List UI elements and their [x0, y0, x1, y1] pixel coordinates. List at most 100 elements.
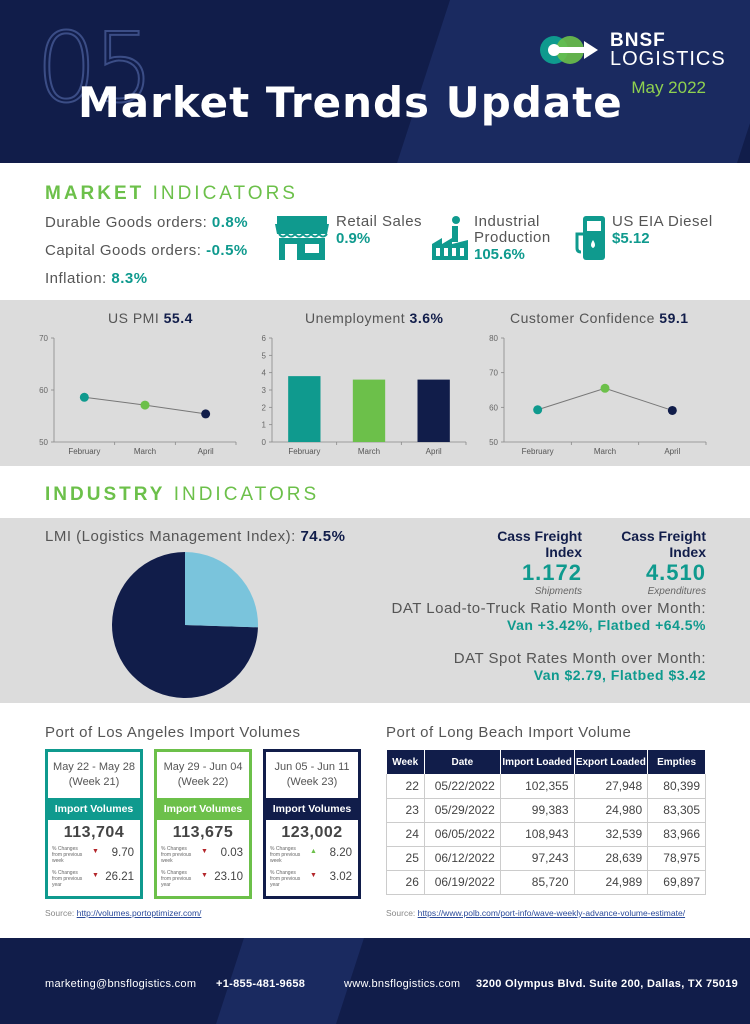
table-cell: 69,897 [647, 870, 706, 895]
table-row: 22 05/22/2022 102,355 27,948 80,399 [386, 774, 706, 799]
la-card-week-number: (Week 21) [68, 776, 120, 788]
lb-source-link[interactable]: https://www.polb.com/port-info/wave-week… [417, 908, 686, 918]
la-port-title: Port of Los Angeles Import Volumes [45, 724, 301, 741]
table-cell: 83,305 [647, 798, 706, 823]
bar [417, 379, 450, 442]
la-card-header: Import Volumes (TEU) [48, 798, 140, 837]
y-tick-label: 50 [39, 438, 48, 447]
y-tick-label: 60 [489, 403, 498, 412]
down-arrow-icon: ▼ [92, 872, 99, 879]
dat-spot: DAT Spot Rates Month over Month: Van $2.… [454, 650, 706, 683]
year-change-label: % Changes from previous year [270, 870, 301, 888]
confidence-chart-title: Customer Confidence 59.1 [510, 310, 689, 326]
la-card-week-number: (Week 22) [177, 776, 229, 788]
column-header-import: Import Loaded [500, 750, 575, 774]
table-cell: 28,639 [574, 846, 649, 871]
footer-website[interactable]: www.bnsflogistics.com [344, 978, 461, 990]
la-week-card: May 22 - May 28 (Week 21) Import Volumes … [45, 749, 143, 899]
industrial-production-label-1: Industrial [474, 213, 540, 230]
unemployment-title-label: Unemployment [305, 310, 406, 326]
logo-brand-sub: LOGISTICS [610, 48, 726, 70]
inflation-line: Inflation: 8.3% [45, 270, 148, 287]
bar [352, 379, 386, 442]
table-row: 23 05/29/2022 99,383 24,980 83,305 [386, 798, 706, 823]
table-cell: 27,948 [574, 774, 649, 799]
x-tick-label: April [426, 447, 442, 456]
la-card-header: Import Volumes (TEU) [157, 798, 249, 837]
table-cell: 25 [386, 846, 425, 871]
la-card-volume: 113,704 [63, 824, 125, 841]
retail-sales-indicator: Retail Sales 0.9% [336, 213, 423, 248]
y-tick-label: 60 [39, 386, 48, 395]
x-tick-label: February [288, 447, 320, 456]
industry-indicators-heading: INDUSTRY INDICATORS [45, 484, 319, 506]
table-cell: 06/19/2022 [424, 870, 501, 895]
table-cell: 83,966 [647, 822, 706, 847]
factory-icon [432, 216, 468, 260]
table-cell: 06/05/2022 [424, 822, 501, 847]
header-banner: 05 Market Trends Update BNSF LOGISTICS M… [0, 0, 750, 163]
la-card-year-change: % Changes from previous year ▼ 3.02 [266, 868, 358, 890]
footer-phone[interactable]: +1-855-481-9658 [216, 978, 306, 990]
table-cell: 24,989 [574, 870, 649, 895]
market-heading-rest: INDICATORS [152, 183, 298, 204]
page-title: Market Trends Update [78, 78, 623, 127]
table-row: 25 06/12/2022 97,243 28,639 78,975 [386, 846, 706, 871]
table-cell: 24,980 [574, 798, 649, 823]
issue-date: May 2022 [631, 78, 706, 97]
year-change-label: % Changes from previous year [161, 870, 192, 888]
durable-goods-label: Durable Goods orders: [45, 214, 208, 231]
x-tick-label: February [522, 447, 554, 456]
x-tick-label: March [594, 447, 616, 456]
capital-goods-line: Capital Goods orders: -0.5% [45, 242, 248, 259]
footer-email[interactable]: marketing@bnsflogistics.com [45, 978, 197, 990]
la-card-week: May 22 - May 28 (Week 21) [48, 752, 140, 798]
table-header-row: Week Date Import Loaded Export Loaded Em… [386, 750, 706, 774]
table-cell: 26 [386, 870, 425, 895]
year-change-value: 3.02 [329, 871, 352, 883]
retail-sales-label: Retail Sales [336, 213, 423, 230]
table-cell: 06/12/2022 [424, 846, 501, 871]
table-cell: 32,539 [574, 822, 649, 847]
table-body: 22 05/22/2022 102,355 27,948 80,399 23 05/29/2… [386, 774, 706, 895]
down-arrow-icon: ▼ [201, 848, 208, 855]
la-source-label: Source: [45, 908, 75, 918]
table-row: 26 06/19/2022 85,720 24,989 69,897 [386, 870, 706, 895]
y-tick-label: 1 [262, 421, 267, 430]
la-card-range: Jun 05 - Jun 11 [274, 761, 350, 773]
table-cell: 97,243 [500, 846, 575, 871]
bnsf-logo: BNSF LOGISTICS [540, 28, 725, 72]
week-change-value: 0.03 [220, 847, 243, 859]
la-card-week: Jun 05 - Jun 11 (Week 23) [266, 752, 358, 798]
y-tick-label: 80 [489, 334, 498, 343]
table-cell: 85,720 [500, 870, 575, 895]
la-card-year-change: % Changes from previous year ▼ 23.10 [157, 868, 249, 890]
la-card-week-number: (Week 23) [286, 776, 338, 788]
data-point [533, 405, 543, 415]
table-cell: 102,355 [500, 774, 575, 799]
x-tick-label: February [68, 447, 100, 456]
diesel-indicator: US EIA Diesel $5.12 [612, 214, 713, 248]
inflation-value: 8.3% [111, 270, 148, 287]
pie-slice [112, 552, 258, 698]
y-tick-label: 5 [262, 351, 267, 360]
cass-shipments-value: 1.172 [521, 560, 582, 585]
lb-source-label: Source: [386, 908, 416, 918]
table-cell: 05/22/2022 [424, 774, 501, 799]
table-cell: 99,383 [500, 798, 575, 823]
pmi-title-value: 55.4 [163, 310, 193, 326]
column-header-export: Export Loaded [574, 750, 649, 774]
dat-ratio-label: DAT Load-to-Truck Ratio Month over Month… [391, 600, 706, 617]
market-heading-bold: MARKET [45, 183, 145, 204]
la-source-link[interactable]: http://volumes.portoptimizer.com/ [76, 908, 202, 918]
table-cell: 80,399 [647, 774, 706, 799]
column-header-date: Date [424, 750, 501, 774]
industry-indicators-band: LMI (Logistics Management Index): 74.5% … [0, 518, 750, 703]
pmi-title-label: US PMI [108, 310, 160, 326]
year-change-value: 23.10 [214, 871, 243, 883]
pmi-line-chart: 50 60 70 February March April [39, 334, 237, 456]
unemployment-bar-chart: 0 1 2 3 4 5 6 February March April [262, 334, 467, 456]
week-change-value: 8.20 [329, 847, 352, 859]
footer-address: 3200 Olympus Blvd. Suite 200, Dallas, TX… [476, 978, 739, 990]
la-card-week-change: % Changes from previous week ▼ 0.03 [157, 844, 249, 866]
